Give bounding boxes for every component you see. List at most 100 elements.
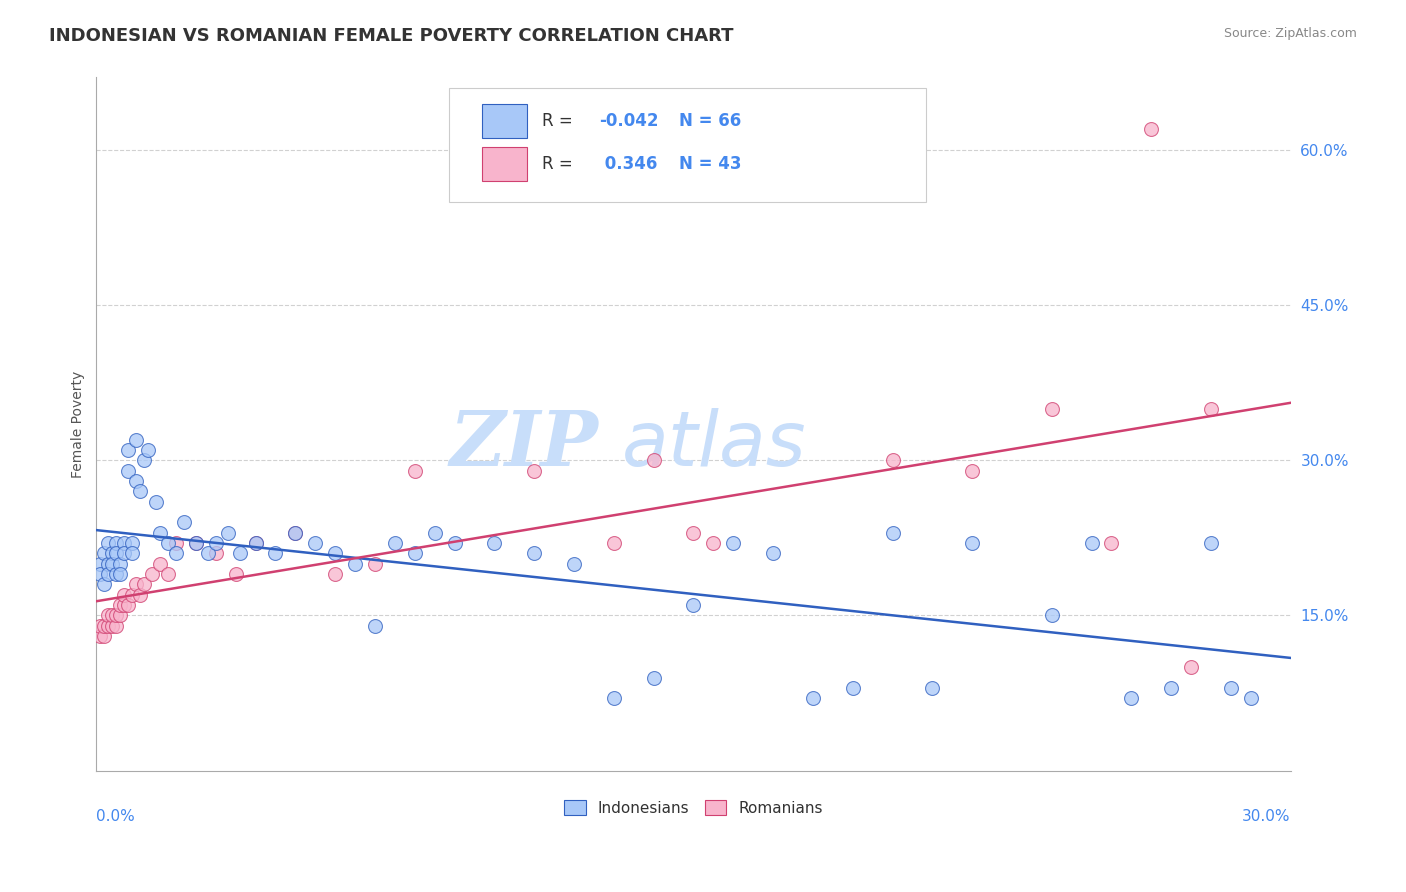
- Point: [197, 546, 219, 560]
- Point: [1240, 691, 1263, 706]
- Point: [264, 546, 287, 560]
- Point: [112, 598, 135, 612]
- Point: [93, 619, 115, 633]
- Point: [121, 536, 143, 550]
- Point: [1080, 536, 1102, 550]
- Point: [149, 525, 172, 540]
- Point: [125, 474, 148, 488]
- Text: 30.0%: 30.0%: [1241, 809, 1291, 824]
- Point: [97, 536, 120, 550]
- Point: [173, 516, 195, 530]
- Point: [404, 464, 426, 478]
- Point: [101, 557, 124, 571]
- Point: [344, 557, 367, 571]
- Point: [117, 598, 139, 612]
- Point: [101, 619, 124, 633]
- Point: [1180, 660, 1202, 674]
- Point: [245, 536, 267, 550]
- FancyBboxPatch shape: [482, 147, 527, 181]
- Point: [110, 598, 132, 612]
- Point: [97, 619, 120, 633]
- Text: -0.042: -0.042: [599, 112, 658, 130]
- Point: [1101, 536, 1123, 550]
- Point: [364, 557, 387, 571]
- Text: 0.346: 0.346: [599, 155, 658, 173]
- Point: [97, 567, 120, 582]
- Point: [105, 567, 128, 582]
- FancyBboxPatch shape: [482, 104, 527, 137]
- FancyBboxPatch shape: [449, 87, 927, 202]
- Point: [121, 588, 143, 602]
- Point: [603, 691, 626, 706]
- Point: [204, 536, 226, 550]
- Point: [117, 442, 139, 457]
- Point: [304, 536, 326, 550]
- Point: [682, 598, 704, 612]
- Point: [1140, 122, 1163, 136]
- Text: ZIP: ZIP: [449, 408, 598, 482]
- Point: [204, 546, 226, 560]
- Text: 0.0%: 0.0%: [97, 809, 135, 824]
- Point: [484, 536, 506, 550]
- Point: [523, 546, 546, 560]
- Point: [1199, 536, 1222, 550]
- Point: [105, 536, 128, 550]
- Point: [762, 546, 785, 560]
- Point: [125, 577, 148, 591]
- Point: [112, 536, 135, 550]
- Point: [801, 691, 824, 706]
- Point: [156, 567, 179, 582]
- Point: [1199, 401, 1222, 416]
- Legend: Indonesians, Romanians: Indonesians, Romanians: [558, 794, 830, 822]
- Point: [184, 536, 207, 550]
- Point: [882, 525, 904, 540]
- Point: [129, 588, 152, 602]
- Point: [165, 536, 187, 550]
- Point: [643, 671, 665, 685]
- Point: [643, 453, 665, 467]
- Point: [165, 546, 187, 560]
- Point: [93, 577, 115, 591]
- Y-axis label: Female Poverty: Female Poverty: [72, 370, 86, 478]
- Point: [112, 546, 135, 560]
- Point: [1040, 401, 1063, 416]
- Text: R =: R =: [541, 112, 578, 130]
- Point: [89, 557, 111, 571]
- Point: [93, 546, 115, 560]
- Point: [134, 577, 156, 591]
- Point: [110, 608, 132, 623]
- Point: [323, 567, 346, 582]
- Point: [110, 567, 132, 582]
- Text: R =: R =: [541, 155, 578, 173]
- Text: N = 43: N = 43: [679, 155, 741, 173]
- Point: [93, 629, 115, 643]
- Text: atlas: atlas: [621, 408, 806, 482]
- Point: [723, 536, 745, 550]
- Text: INDONESIAN VS ROMANIAN FEMALE POVERTY CORRELATION CHART: INDONESIAN VS ROMANIAN FEMALE POVERTY CO…: [49, 27, 734, 45]
- Point: [1160, 681, 1182, 695]
- Point: [141, 567, 163, 582]
- Point: [97, 557, 120, 571]
- Point: [841, 681, 863, 695]
- Text: N = 66: N = 66: [679, 112, 741, 130]
- Point: [105, 608, 128, 623]
- Point: [125, 433, 148, 447]
- Point: [110, 557, 132, 571]
- Point: [156, 536, 179, 550]
- Point: [284, 525, 307, 540]
- Point: [134, 453, 156, 467]
- Point: [423, 525, 446, 540]
- Point: [245, 536, 267, 550]
- Point: [960, 536, 983, 550]
- Point: [89, 629, 111, 643]
- Point: [184, 536, 207, 550]
- Text: Source: ZipAtlas.com: Source: ZipAtlas.com: [1223, 27, 1357, 40]
- Point: [1121, 691, 1143, 706]
- Point: [225, 567, 247, 582]
- Point: [323, 546, 346, 560]
- Point: [112, 588, 135, 602]
- Point: [562, 557, 585, 571]
- Point: [1219, 681, 1241, 695]
- Point: [105, 619, 128, 633]
- Point: [921, 681, 943, 695]
